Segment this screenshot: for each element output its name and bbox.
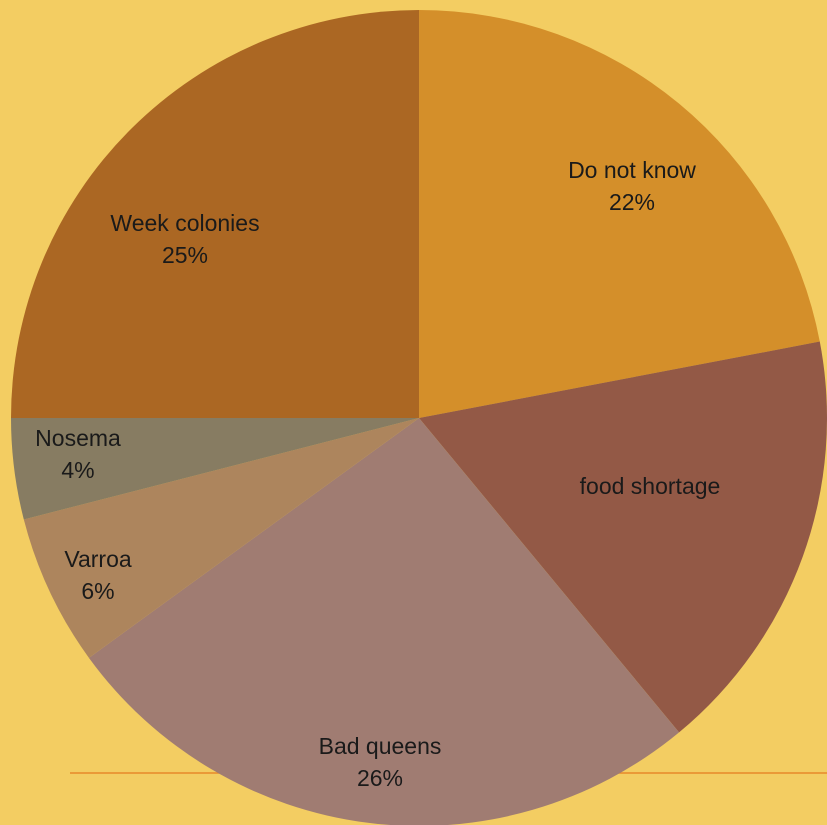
slice-label-bad-queens: Bad queens 26% [319, 733, 442, 791]
slice-category-label: Week colonies [110, 210, 259, 236]
slice-label-week-colonies: Week colonies 25% [110, 210, 259, 268]
slice-label-varroa: Varroa 6% [64, 546, 132, 604]
slice-label-food-shortage: food shortage [580, 473, 721, 499]
pie-slice-food-shortage [419, 341, 827, 733]
slice-category-label: Do not know [568, 157, 696, 183]
slice-category-label: Bad queens [319, 733, 442, 759]
slice-percent-label: 22% [609, 189, 655, 215]
slice-percent-label: 25% [162, 242, 208, 268]
pie-slice-do-not-know [419, 10, 820, 418]
slice-label-nosema: Nosema 4% [35, 425, 121, 483]
slice-label-do-not-know: Do not know 22% [568, 157, 696, 215]
pie-slice-week-colonies [11, 10, 419, 418]
slice-category-label: Nosema [35, 425, 121, 451]
slice-category-label: Varroa [64, 546, 132, 572]
pie-labels: Do not know 22% food shortage Bad queens 26%… [35, 157, 720, 791]
slice-percent-label: 6% [81, 578, 114, 604]
slice-category-label: food shortage [580, 473, 721, 499]
pie-slice-nosema [10, 418, 419, 520]
pie-slices [10, 10, 827, 825]
slice-percent-label: 4% [61, 457, 94, 483]
pie-slice-varroa [23, 418, 420, 658]
pie-slice-bad-queens [88, 418, 680, 825]
slice-percent-label: 26% [357, 765, 403, 791]
